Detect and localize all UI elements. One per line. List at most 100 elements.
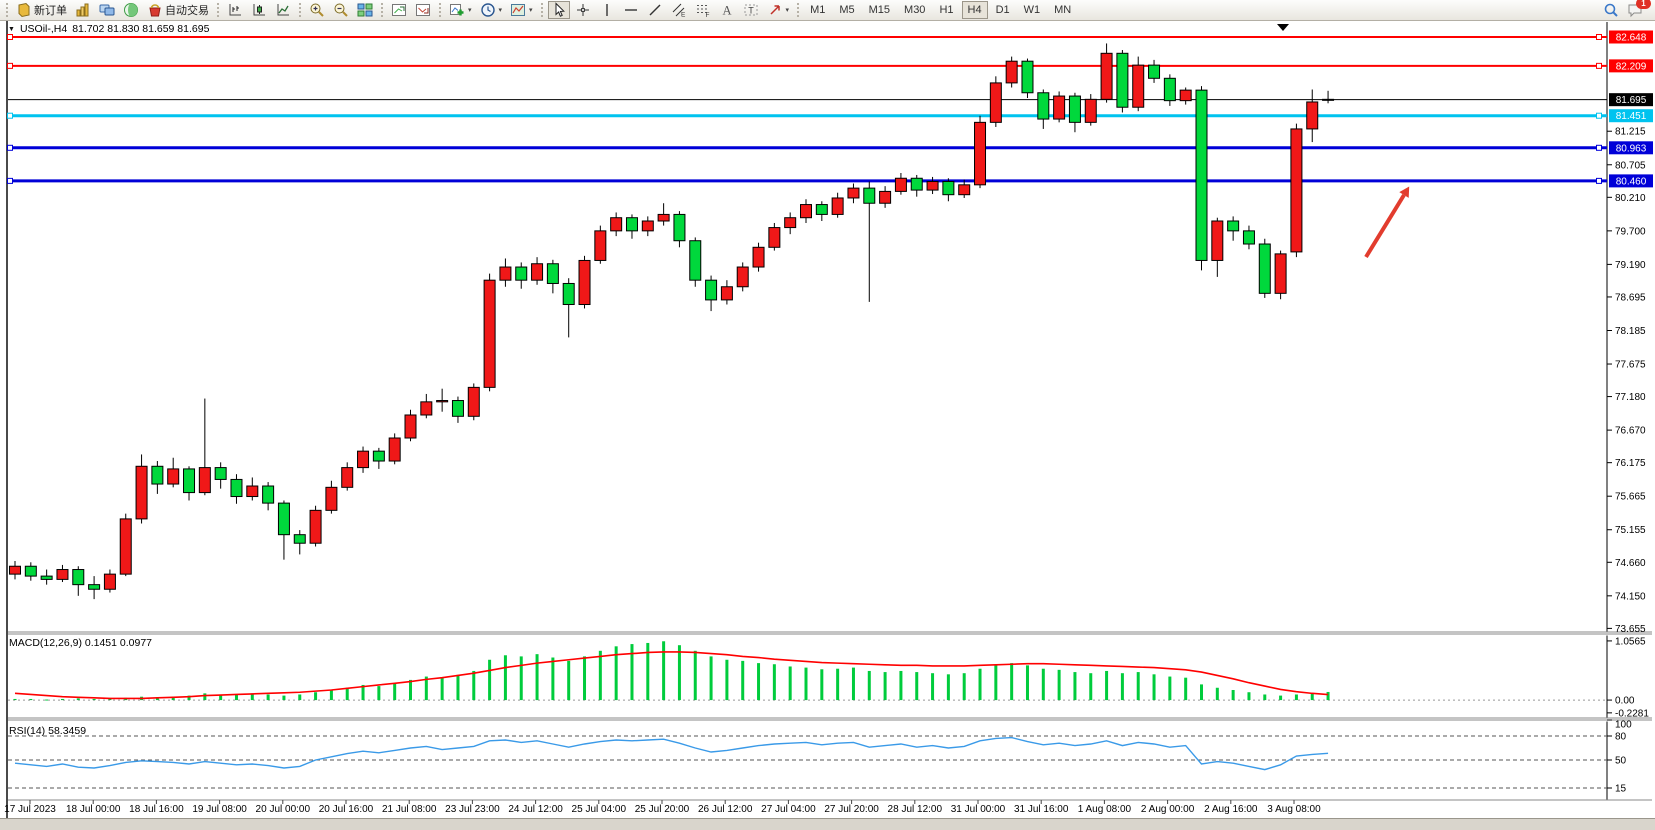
price-tick-label: 79.190 (1615, 260, 1646, 271)
indicator-window-button[interactable] (388, 1, 410, 19)
support-line-cyan-endpoint[interactable] (1596, 112, 1602, 119)
new-order-button-label: 新订单 (34, 5, 67, 17)
toolbar-grip (439, 3, 441, 17)
time-tick-label: 19 Jul 08:00 (192, 804, 247, 815)
support-line-cyan-endpoint[interactable] (7, 112, 13, 119)
bar-chart-icon (227, 2, 243, 18)
chart-dropdown-icon[interactable]: ▼ (8, 25, 15, 33)
line-chart-button[interactable] (272, 1, 294, 19)
crosshair-button[interactable] (572, 1, 594, 19)
support-line-mid-endpoint[interactable] (1596, 144, 1602, 151)
svg-text:F: F (705, 12, 709, 18)
notifications-button[interactable]: 1 (1624, 0, 1651, 20)
text-icon: A (719, 2, 735, 18)
chevron-down-icon[interactable]: ▾ (498, 7, 503, 14)
time-axis[interactable]: 17 Jul 2023 18 Jul 00:00 18 Jul 16:00 19 Ju… (4, 800, 1321, 815)
objects-window-button[interactable] (412, 1, 434, 19)
zoom-in-button[interactable] (306, 1, 328, 19)
price-tick-label: 79.700 (1615, 226, 1646, 237)
channel-icon: E (671, 2, 687, 18)
bar-chart-button[interactable] (224, 1, 246, 19)
resistance-line-upper-endpoint[interactable] (1596, 33, 1602, 40)
data-window-button[interactable] (96, 1, 118, 19)
price-axis[interactable]: 81.215 80.705 80.210 79.700 79.190 78.695 78.1… (1607, 30, 1653, 635)
price-tick-label: 75.155 (1615, 525, 1646, 536)
resistance-line-endpoint[interactable] (7, 62, 13, 69)
market-watch-button[interactable] (72, 1, 94, 19)
support-line-mid-endpoint[interactable] (7, 144, 13, 151)
tile-windows-button[interactable] (354, 1, 376, 19)
resistance-line-endpoint[interactable] (1596, 62, 1602, 69)
timeframe-d1-button[interactable]: D1 (990, 1, 1016, 19)
toolbar-right: 1 (1599, 0, 1651, 20)
period-button[interactable]: ▾ (477, 1, 506, 19)
chevron-down-icon[interactable]: ▾ (468, 7, 472, 14)
timeframe-m1-button[interactable]: M1 (804, 1, 831, 19)
chevron-down-icon[interactable]: ▾ (785, 7, 790, 14)
support-line-lower-badge-label: 80.460 (1616, 176, 1647, 187)
chart-symbol-period: USOil-,H4 (19, 23, 68, 35)
arrows-button[interactable]: ▾ (764, 1, 793, 19)
arrows-icon (767, 2, 783, 18)
zoom-out-button[interactable] (330, 1, 352, 19)
price-tick-label: 77.675 (1615, 360, 1646, 371)
annotation-arrow[interactable] (1364, 186, 1410, 259)
candlestick-chart-button[interactable] (248, 1, 270, 19)
time-tick-label: 21 Jul 08:00 (382, 804, 437, 815)
support-line-lower-endpoint[interactable] (1596, 177, 1602, 184)
time-tick-label: 27 Jul 20:00 (824, 804, 879, 815)
add-indicator-button[interactable]: ▾ (446, 1, 475, 19)
horizontal-line-button[interactable] (620, 1, 642, 19)
autotrading-button[interactable]: 自动交易 (144, 1, 212, 19)
vertical-line-button[interactable] (596, 1, 618, 19)
clock-icon (480, 2, 496, 18)
fibonacci-button[interactable]: F (692, 1, 714, 19)
search-button[interactable] (1600, 0, 1622, 20)
resistance-line-badge-label: 82.209 (1616, 61, 1647, 72)
time-tick-label: 25 Jul 20:00 (635, 804, 690, 815)
support-line-mid-badge-label: 80.963 (1616, 143, 1647, 154)
time-tick-label: 20 Jul 00:00 (256, 804, 311, 815)
time-tick-label: 2 Aug 00:00 (1141, 804, 1195, 815)
macd-axis-label: 1.0565 (1615, 636, 1646, 647)
support-line-lower-endpoint[interactable] (7, 177, 13, 184)
timeframe-m5-button[interactable]: M5 (833, 1, 860, 19)
cursor-button[interactable] (547, 1, 570, 19)
svg-text:T: T (748, 6, 754, 16)
tile-windows-icon (357, 2, 373, 18)
equidistant-channel-button[interactable]: E (668, 1, 690, 19)
search-icon (1603, 2, 1619, 18)
price-tick-label: 78.695 (1615, 292, 1646, 303)
notification-badge: 1 (1636, 0, 1651, 9)
timeframe-h4-button[interactable]: H4 (961, 1, 988, 19)
resistance-line-upper-endpoint[interactable] (7, 33, 13, 40)
support-line-cyan-badge (1609, 109, 1653, 123)
timeframe-m15-button[interactable]: M15 (863, 1, 896, 19)
support-line-cyan-badge-label: 81.451 (1616, 111, 1647, 122)
text-label-button[interactable]: T (740, 1, 762, 19)
timeframe-w1-button[interactable]: W1 (1018, 1, 1047, 19)
text-button[interactable]: A (716, 1, 738, 19)
timeframe-h1-button[interactable]: H1 (933, 1, 959, 19)
time-tick-label: 20 Jul 16:00 (319, 804, 374, 815)
navigator-button[interactable] (120, 1, 142, 19)
chart-canvas: 81.215 80.705 80.210 79.700 79.190 78.695 78.1… (0, 20, 1655, 830)
zoom-in-icon (309, 2, 325, 18)
macd-indicator-label: MACD(12,26,9) 0.1451 0.0977 (9, 637, 153, 649)
chart-shift-marker[interactable] (1277, 24, 1289, 31)
trendline-button[interactable] (644, 1, 666, 19)
timeframe-mn-button[interactable]: MN (1048, 1, 1077, 19)
new-order-button[interactable]: 新订单 (13, 1, 70, 19)
chevron-down-icon[interactable]: ▾ (529, 7, 533, 14)
chart-title: ▼ USOil-,H4 81.702 81.830 81.659 81.695 (8, 23, 209, 35)
zoom-out-icon (333, 2, 349, 18)
timeframe-m30-button[interactable]: M30 (898, 1, 931, 19)
resistance-line-upper-badge (1609, 30, 1653, 44)
time-tick-label: 3 Aug 08:00 (1267, 804, 1321, 815)
crosshair-icon (575, 2, 591, 18)
toolbar-group-insert: ▾ ▾ ▾ (445, 1, 537, 19)
horizontal-lines[interactable] (7, 33, 1608, 184)
price-tick-label: 77.180 (1615, 392, 1646, 403)
horizontal-line-icon (623, 2, 639, 18)
template-button[interactable]: ▾ (507, 1, 536, 19)
